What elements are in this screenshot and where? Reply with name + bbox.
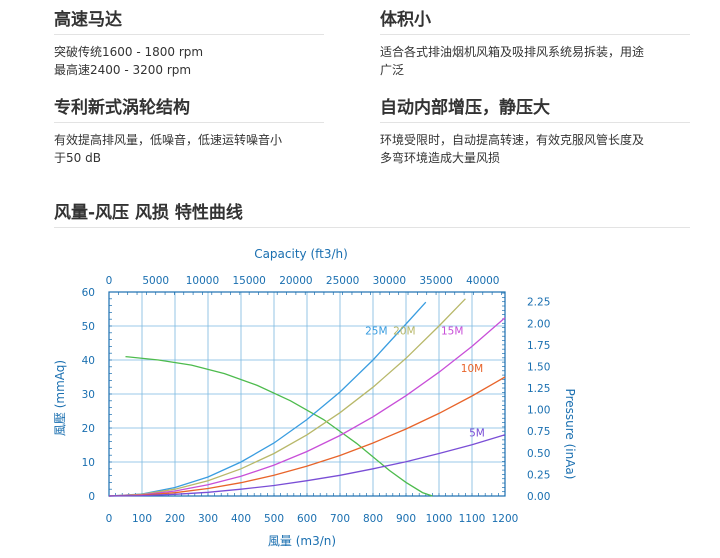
y-axis-title-left: 風壓 (mmAq)	[53, 360, 67, 436]
plot-frame	[108, 291, 506, 497]
x-tick-label: 800	[363, 513, 383, 525]
x-tick-label: 0	[106, 513, 113, 525]
feature-desc: 适合各式排油烟机风箱及吸排风系统易拆装，用途 广泛	[380, 45, 645, 77]
y-tick-label: 30	[82, 389, 95, 401]
x-tick-label: 700	[330, 513, 350, 525]
feature-high-speed-motor: 高速马达 突破传统1600 - 1800 rpm 最高速2400 - 3200 …	[54, 6, 324, 79]
feature-auto-pressurize: 自动内部增压，静压大 环境受限时，自动提高转速，有效克服风管长度及 多弯环境造成…	[380, 94, 690, 167]
top-tick-label: 30000	[373, 275, 406, 287]
characteristic-curve-chart: 0 100 200 300 400 500 600 700 800 900 1000 1100 1200…	[53, 247, 577, 548]
series-label-20M: 20M	[393, 326, 415, 338]
top-axis-title: Capacity (ft3/h)	[254, 247, 348, 261]
y-tick-label: 0	[88, 491, 95, 503]
feature-title: 高速马达	[54, 6, 324, 35]
feature-title: 自动内部增压，静压大	[380, 94, 690, 123]
top-tick-label: 25000	[326, 275, 359, 287]
right-tick-label: 0.00	[527, 491, 550, 503]
y-tick-label: 40	[82, 355, 95, 367]
series-line-fan-curve	[125, 355, 433, 497]
feature-desc: 突破传统1600 - 1800 rpm 最高速2400 - 3200 rpm	[54, 45, 204, 77]
section-title: 风量-风压 风损 特性曲线	[54, 199, 690, 228]
y-axis-title-right: Pressure (inAa)	[563, 389, 577, 480]
y-tick-label: 60	[82, 287, 95, 299]
series-label-10M: 10M	[461, 363, 483, 375]
feature-desc: 环境受限时，自动提高转速，有效克服风管长度及 多弯环境造成大量风损	[380, 133, 645, 165]
right-tick-label: 1.00	[527, 405, 550, 417]
right-tick-label: 1.25	[527, 383, 550, 395]
y-tick-label: 20	[82, 423, 95, 435]
y-tick-label: 10	[82, 457, 95, 469]
series-label-25M: 25M	[365, 326, 387, 338]
x-tick-label: 1200	[492, 513, 519, 525]
x-tick-label: 500	[264, 513, 284, 525]
x-tick-label: 900	[396, 513, 416, 525]
right-tick-label: 2.25	[527, 297, 550, 309]
x-tick-label: 1100	[459, 513, 486, 525]
top-tick-label: 15000	[232, 275, 265, 287]
x-tick-label: 400	[231, 513, 251, 525]
chart-grid	[108, 291, 506, 497]
top-tick-label: 20000	[279, 275, 312, 287]
series-line-15M	[108, 317, 506, 497]
x-tick-label: 1000	[426, 513, 453, 525]
series-label-5M: 5M	[469, 428, 485, 440]
x-tick-label: 300	[198, 513, 218, 525]
y-tick-label: 50	[82, 321, 95, 333]
series-line-25M	[108, 301, 427, 497]
x-tick-label: 200	[165, 513, 185, 525]
feature-title: 专利新式涡轮结构	[54, 94, 324, 123]
right-tick-label: 0.50	[527, 448, 550, 460]
right-tick-label: 1.50	[527, 361, 550, 373]
x-tick-label: 100	[132, 513, 152, 525]
top-tick-label: 40000	[466, 275, 499, 287]
right-tick-label: 2.00	[527, 318, 550, 330]
top-tick-label: 10000	[186, 275, 219, 287]
series-line-5M	[108, 434, 506, 497]
x-tick-label: 600	[297, 513, 317, 525]
feature-compact-size: 体积小 适合各式排油烟机风箱及吸排风系统易拆装，用途 广泛	[380, 6, 690, 79]
right-tick-label: 0.25	[527, 469, 550, 481]
feature-title: 体积小	[380, 6, 690, 35]
feature-desc: 有效提高排风量，低噪音，低速运转噪音小 于50 dB	[54, 133, 283, 165]
right-tick-label: 0.75	[527, 426, 550, 438]
series-line-20M	[108, 298, 466, 497]
x-axis-title: 風量 (m3/n)	[268, 534, 336, 548]
top-tick-label: 35000	[419, 275, 452, 287]
right-tick-label: 1.75	[527, 340, 550, 352]
top-tick-label: 5000	[142, 275, 169, 287]
top-tick-label: 0	[106, 275, 113, 287]
series-line-10M	[108, 376, 506, 497]
series-label-15M: 15M	[441, 326, 463, 338]
feature-turbine-structure: 专利新式涡轮结构 有效提高排风量，低噪音，低速运转噪音小 于50 dB	[54, 94, 324, 167]
